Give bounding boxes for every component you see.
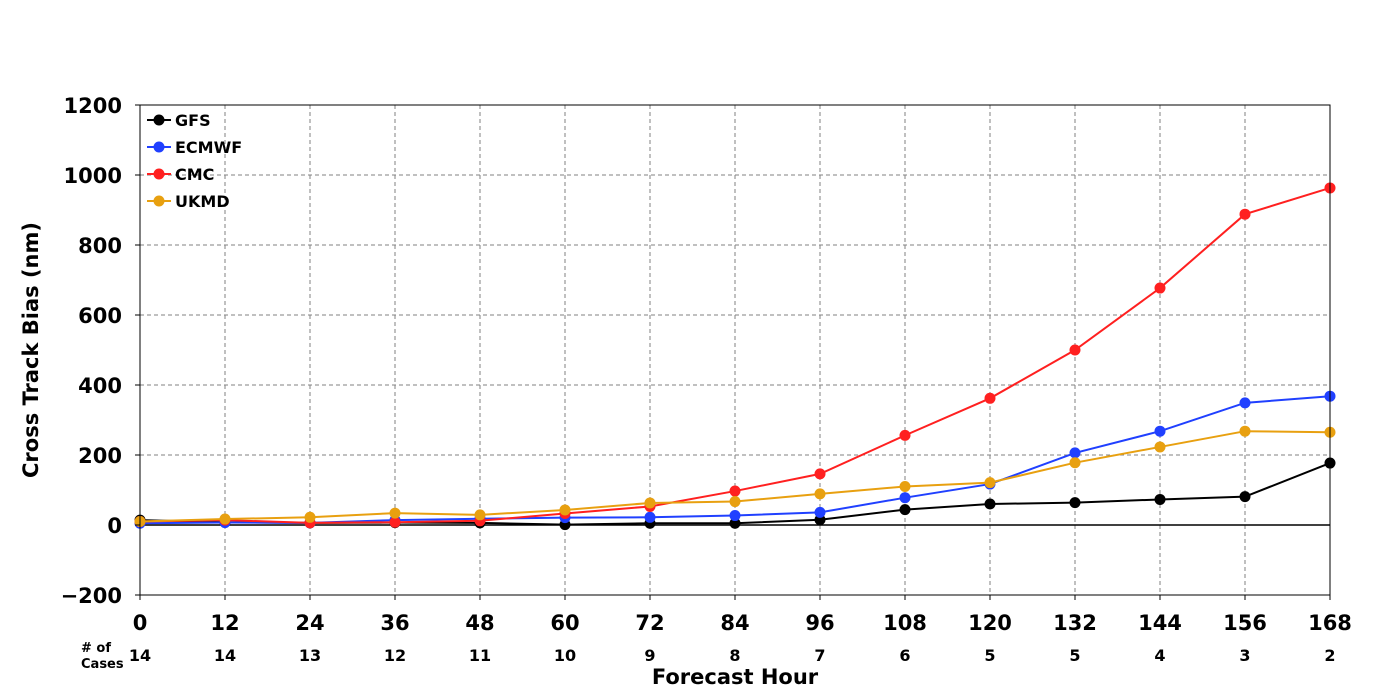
data-point bbox=[1069, 457, 1081, 469]
data-point bbox=[1154, 425, 1166, 437]
x-tick-label: 36 bbox=[380, 611, 409, 635]
data-point bbox=[729, 496, 741, 508]
data-point bbox=[1154, 493, 1166, 505]
case-count: 14 bbox=[129, 646, 151, 665]
case-count: 13 bbox=[299, 646, 321, 665]
x-tick-labels: 0 12 24 36 48 60 72 84 96 108 120 132 144 156 168 bbox=[133, 595, 1352, 635]
data-point bbox=[1239, 425, 1251, 437]
data-point bbox=[559, 504, 571, 516]
data-point bbox=[389, 516, 401, 528]
data-point bbox=[644, 511, 656, 523]
y-tick-label: 1200 bbox=[64, 94, 122, 118]
x-tick-label: 12 bbox=[210, 611, 239, 635]
case-count: 8 bbox=[729, 646, 740, 665]
data-point bbox=[899, 429, 911, 441]
legend-item: ECMWF bbox=[147, 138, 242, 157]
data-point bbox=[1239, 208, 1251, 220]
case-count: 10 bbox=[554, 646, 576, 665]
legend-item: GFS bbox=[147, 111, 211, 130]
case-count: 4 bbox=[1154, 646, 1165, 665]
x-tick-label: 60 bbox=[550, 611, 579, 635]
data-point bbox=[1069, 344, 1081, 356]
legend-marker bbox=[153, 141, 165, 153]
legend-marker bbox=[153, 168, 165, 180]
case-count: 9 bbox=[644, 646, 655, 665]
y-tick-labels: −200 0 200 400 600 800 1000 1200 bbox=[61, 94, 140, 608]
data-point bbox=[389, 507, 401, 519]
case-count: 12 bbox=[384, 646, 406, 665]
y-tick-label: 0 bbox=[107, 514, 122, 538]
y-tick-label: −200 bbox=[61, 584, 122, 608]
data-point bbox=[644, 497, 656, 509]
case-count: 5 bbox=[984, 646, 995, 665]
case-count: 5 bbox=[1069, 646, 1080, 665]
data-point bbox=[474, 509, 486, 521]
y-tick-label: 1000 bbox=[64, 164, 122, 188]
y-tick-label: 400 bbox=[78, 374, 122, 398]
cases-label-line1: # of bbox=[81, 641, 111, 656]
y-tick-label: 200 bbox=[78, 444, 122, 468]
series-group bbox=[134, 182, 1336, 531]
x-tick-label: 132 bbox=[1053, 611, 1097, 635]
case-count: 2 bbox=[1324, 646, 1335, 665]
x-tick-label: 24 bbox=[295, 611, 324, 635]
x-tick-label: 72 bbox=[635, 611, 664, 635]
data-point bbox=[304, 511, 316, 523]
legend: GFS ECMWF CMC UKMD bbox=[147, 111, 242, 211]
data-point bbox=[1069, 497, 1081, 509]
legend-marker bbox=[153, 114, 165, 126]
y-tick-label: 800 bbox=[78, 234, 122, 258]
x-tick-label: 120 bbox=[968, 611, 1012, 635]
case-count-labels: 14 14 13 12 11 10 9 8 7 6 5 5 4 3 2 bbox=[129, 646, 1336, 665]
legend-label: UKMD bbox=[175, 192, 230, 211]
data-point bbox=[814, 468, 826, 480]
data-point bbox=[1154, 282, 1166, 294]
series-ecmwf bbox=[134, 390, 1336, 529]
y-tick-label: 600 bbox=[78, 304, 122, 328]
case-count: 7 bbox=[814, 646, 825, 665]
x-tick-label: 144 bbox=[1138, 611, 1182, 635]
legend-label: CMC bbox=[175, 165, 214, 184]
data-point bbox=[814, 506, 826, 518]
cases-label-line2: Cases bbox=[81, 657, 124, 672]
data-point bbox=[899, 504, 911, 516]
x-tick-label: 156 bbox=[1223, 611, 1267, 635]
x-tick-label: 108 bbox=[883, 611, 927, 635]
legend-item: UKMD bbox=[147, 192, 230, 211]
data-point bbox=[729, 485, 741, 497]
case-count: 11 bbox=[469, 646, 491, 665]
data-point bbox=[1069, 447, 1081, 459]
data-point bbox=[219, 513, 231, 525]
data-point bbox=[729, 517, 741, 529]
x-axis-label: Forecast Hour bbox=[652, 665, 819, 689]
legend-marker bbox=[153, 195, 165, 207]
series-ukmd bbox=[134, 425, 1336, 527]
data-point bbox=[814, 488, 826, 500]
x-tick-label: 0 bbox=[133, 611, 148, 635]
data-point bbox=[1154, 441, 1166, 453]
legend-item: CMC bbox=[147, 165, 214, 184]
y-axis-label: Cross Track Bias (nm) bbox=[19, 222, 43, 478]
data-point bbox=[984, 498, 996, 510]
data-point bbox=[984, 392, 996, 404]
case-count: 6 bbox=[899, 646, 910, 665]
legend-label: GFS bbox=[175, 111, 211, 130]
case-count: 14 bbox=[214, 646, 236, 665]
x-tick-label: 168 bbox=[1308, 611, 1352, 635]
data-point bbox=[1239, 491, 1251, 503]
data-point bbox=[899, 481, 911, 492]
x-tick-label: 96 bbox=[805, 611, 834, 635]
x-tick-label: 48 bbox=[465, 611, 494, 635]
legend-label: ECMWF bbox=[175, 138, 242, 157]
data-point bbox=[984, 477, 996, 489]
case-count: 3 bbox=[1239, 646, 1250, 665]
x-tick-label: 84 bbox=[720, 611, 749, 635]
data-point bbox=[1239, 397, 1251, 409]
data-point bbox=[729, 510, 741, 522]
data-point bbox=[899, 492, 911, 504]
